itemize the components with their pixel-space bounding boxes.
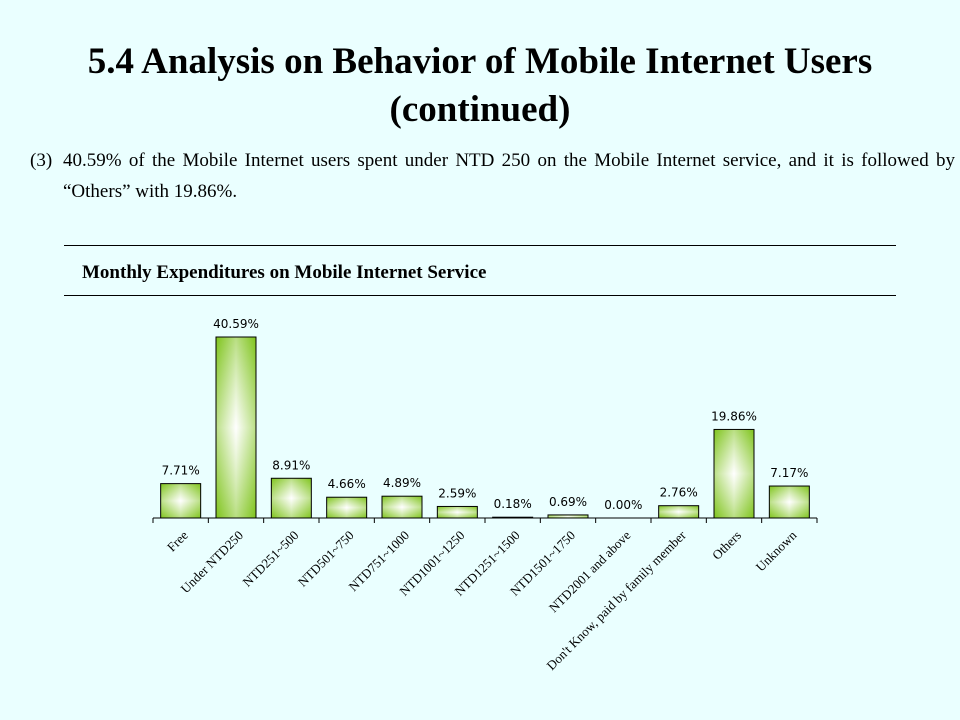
bar-sheen-vertical bbox=[326, 497, 367, 518]
page-title-line-2: (continued) bbox=[389, 89, 571, 130]
bar-sheen-vertical bbox=[437, 506, 478, 518]
bar-sheen-vertical bbox=[658, 505, 699, 518]
data-label: 0.00% bbox=[604, 498, 642, 512]
chart-title-bottom-rule bbox=[64, 295, 896, 296]
data-label: 4.89% bbox=[383, 476, 421, 490]
bars bbox=[160, 336, 810, 519]
bar-sheen-vertical bbox=[160, 483, 201, 518]
bar bbox=[713, 428, 755, 519]
data-label: 0.69% bbox=[549, 495, 587, 509]
category-label: Unknown bbox=[753, 527, 800, 574]
data-label: 2.59% bbox=[438, 486, 476, 500]
bar-sheen-vertical bbox=[382, 496, 422, 518]
bar-sheen-vertical bbox=[216, 337, 256, 518]
chart-title-top-rule bbox=[64, 245, 896, 246]
category-label: Free bbox=[164, 527, 191, 554]
data-label: 4.66% bbox=[328, 477, 366, 491]
data-label: 0.18% bbox=[494, 497, 532, 511]
data-label: 8.91% bbox=[272, 458, 310, 472]
bar bbox=[160, 483, 202, 519]
bar-sheen-vertical bbox=[769, 486, 810, 518]
bar bbox=[326, 496, 368, 519]
data-label: 19.86% bbox=[711, 409, 757, 423]
page-title: 5.4 Analysis on Behavior of Mobile Inter… bbox=[0, 38, 960, 134]
category-label: NTD251~500 bbox=[239, 528, 301, 590]
category-label: Others bbox=[709, 528, 744, 563]
bar bbox=[215, 336, 257, 519]
data-label: 7.17% bbox=[770, 466, 808, 480]
data-label: 7.71% bbox=[162, 464, 200, 478]
bar bbox=[381, 495, 423, 519]
data-labels: 7.71% 40.59% 8.91% 4.66% 4.89% 2.59% 0.18% 0.69… bbox=[162, 317, 809, 512]
point-text: 40.59% of the Mobile Internet users spen… bbox=[63, 150, 955, 202]
point-number: (3) bbox=[30, 150, 53, 171]
bar-sheen-vertical bbox=[271, 478, 312, 518]
x-axis-ticks bbox=[152, 518, 818, 523]
bar-sheen-vertical bbox=[548, 514, 588, 518]
data-label: 2.76% bbox=[660, 486, 698, 500]
data-label: 40.59% bbox=[213, 317, 259, 331]
summary-paragraph: (3) 40.59% of the Mobile Internet users … bbox=[30, 145, 955, 207]
bar bbox=[768, 485, 810, 519]
bar bbox=[270, 477, 312, 519]
bar bbox=[658, 505, 700, 519]
chart-title: Monthly Expenditures on Mobile Internet … bbox=[82, 262, 487, 283]
bar-sheen-vertical bbox=[714, 429, 754, 518]
page-title-line-1: 5.4 Analysis on Behavior of Mobile Inter… bbox=[87, 41, 873, 82]
bar bbox=[436, 505, 478, 519]
